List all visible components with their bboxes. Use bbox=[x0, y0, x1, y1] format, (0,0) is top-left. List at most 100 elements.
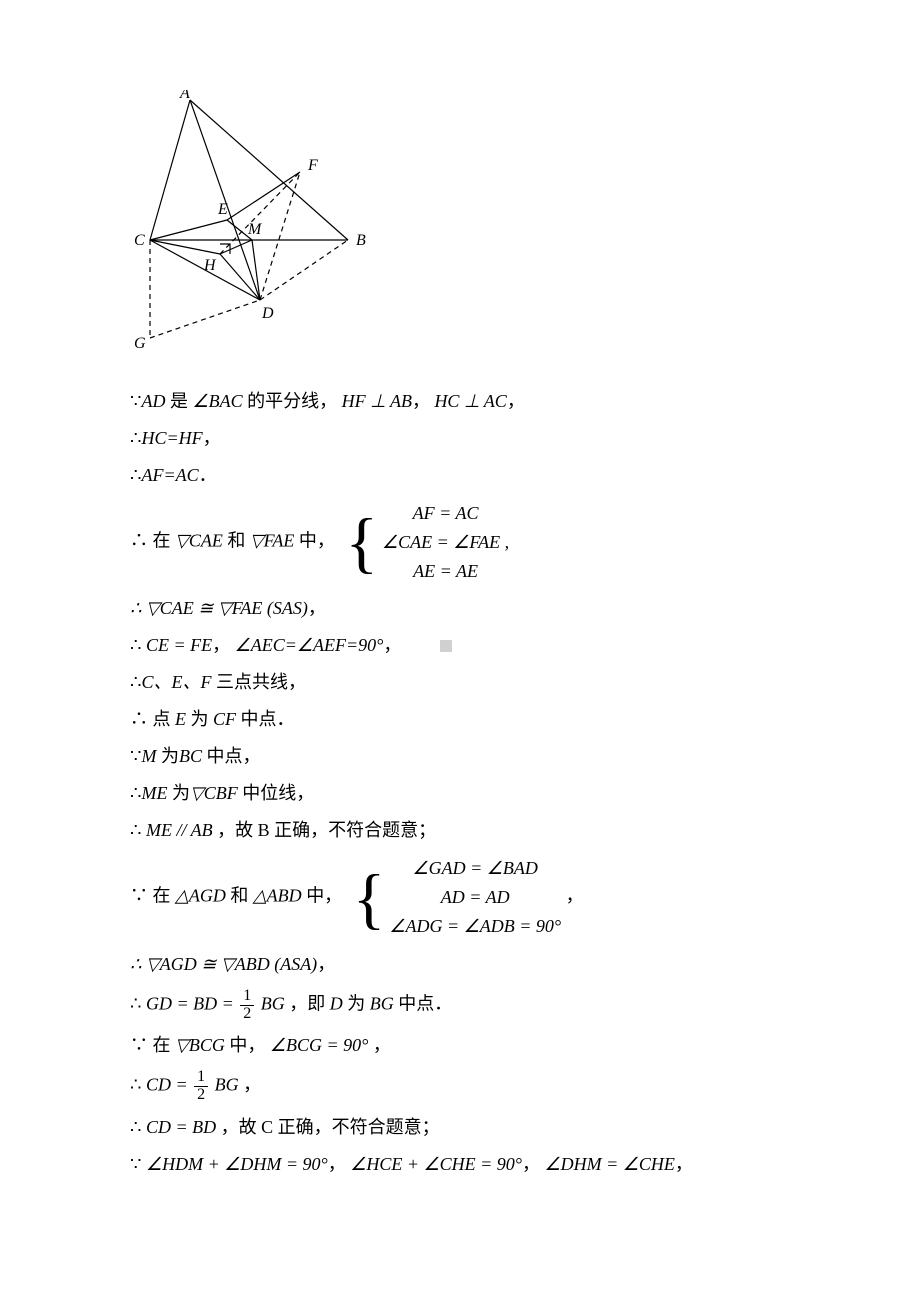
txt: ，即 bbox=[289, 993, 325, 1013]
expr: ∠BAC bbox=[192, 391, 242, 411]
txt: ，故 B 正确，不符合题意； bbox=[217, 820, 436, 840]
proof-line-1: ∵AD 是 ∠BAC 的平分线， HF ⊥ AB， HC ⊥ AC， bbox=[130, 388, 920, 415]
expr: HC ⊥ AC bbox=[434, 391, 506, 411]
expr: D bbox=[330, 993, 343, 1013]
expr: GD = BD = bbox=[146, 993, 234, 1013]
expr: ▽CBF bbox=[190, 783, 238, 803]
svg-text:B: B bbox=[356, 232, 366, 249]
sym: ∵ bbox=[130, 1154, 141, 1174]
expr: ∠BCG = 90° bbox=[270, 1035, 368, 1055]
row: ∠GAD = ∠BAD bbox=[389, 854, 561, 883]
fraction: 1 2 bbox=[240, 988, 254, 1023]
expr: ∠HDM + ∠DHM = 90° bbox=[146, 1154, 328, 1174]
expr: CD = BD bbox=[146, 1117, 216, 1137]
svg-text:G: G bbox=[134, 335, 146, 352]
proof-line-16: ∴ CD = 1 2 BG ， bbox=[130, 1069, 920, 1104]
proof-line-6: ∴ CE = FE， ∠AEC=∠AEF=90°， bbox=[130, 632, 920, 659]
brace-rows: ∠GAD = ∠BAD AD = AD ∠ADG = ∠ADB = 90° bbox=[389, 854, 561, 940]
svg-text:D: D bbox=[261, 305, 274, 322]
proof-line-13: ∴ ▽AGD ≅ ▽ABD (ASA)， bbox=[130, 951, 920, 978]
brace-rows: AF = AC ∠CAE = ∠FAE , AE = AE bbox=[382, 499, 509, 585]
txt: 三点共线， bbox=[216, 672, 306, 692]
row: ∠ADG = ∠ADB = 90° bbox=[389, 912, 561, 941]
txt: 中， bbox=[229, 1035, 265, 1055]
p: ， bbox=[507, 391, 525, 411]
proof-line-4: ∴ 在 ▽CAE 和 ▽FAE 中， { AF = AC ∠CAE = ∠FAE… bbox=[130, 499, 920, 585]
proof-line-8: ∴ 点 E 为 CF 中点． bbox=[130, 706, 920, 733]
proof-line-15: ∵ 在 ▽BCG 中， ∠BCG = 90° ， bbox=[130, 1032, 920, 1059]
sym: ∴ bbox=[130, 465, 141, 485]
denominator: 2 bbox=[194, 1086, 208, 1104]
txt: 和 bbox=[230, 886, 248, 906]
row: AE = AE bbox=[382, 557, 509, 586]
txt: 的平分线， bbox=[247, 391, 337, 411]
txt: 为 bbox=[172, 783, 190, 803]
p: ， bbox=[373, 1035, 391, 1055]
txt: 和 bbox=[227, 530, 245, 550]
sym: ∴ bbox=[130, 993, 141, 1013]
brace-group-1: { AF = AC ∠CAE = ∠FAE , AE = AE bbox=[345, 499, 509, 585]
expr: BG bbox=[261, 993, 285, 1013]
expr: M bbox=[141, 746, 156, 766]
svg-text:F: F bbox=[307, 157, 318, 174]
txt: 为 bbox=[161, 746, 179, 766]
expr: CF bbox=[213, 709, 236, 729]
left-brace-icon: { bbox=[345, 508, 378, 576]
expr: ME // AB bbox=[146, 820, 213, 840]
p: ， bbox=[412, 391, 430, 411]
expr: CE = FE bbox=[146, 635, 212, 655]
proof-line-12: ∵ 在 △AGD 和 △ABD 中， { ∠GAD = ∠BAD AD = AD… bbox=[130, 854, 920, 940]
txt: 为 bbox=[347, 993, 365, 1013]
txt: ，故 C 正确，不符合题意； bbox=[221, 1117, 440, 1137]
expr: AD bbox=[141, 391, 165, 411]
sym: ∴ bbox=[130, 635, 141, 655]
txt: ∵ 在 bbox=[130, 1035, 171, 1055]
txt: ∴ 在 bbox=[130, 530, 171, 550]
diagram-svg: ABCDEFGHM bbox=[130, 90, 370, 360]
row: AF = AC bbox=[382, 499, 509, 528]
numerator: 1 bbox=[240, 988, 254, 1005]
p: ， bbox=[203, 428, 221, 448]
p: ， bbox=[675, 1154, 693, 1174]
left-brace-icon: { bbox=[353, 864, 386, 932]
svg-text:A: A bbox=[179, 90, 190, 102]
proof-line-7: ∴C、E、F 三点共线， bbox=[130, 669, 920, 696]
p: ， bbox=[317, 954, 335, 974]
proof-line-10: ∴ME 为▽CBF 中位线， bbox=[130, 780, 920, 807]
proof-line-5: ∴ ▽CAE ≅ ▽FAE (SAS)， bbox=[130, 595, 920, 622]
sym: ∴ bbox=[130, 1117, 141, 1137]
txt: 中点． bbox=[241, 709, 295, 729]
proof-line-17: ∴ CD = BD ，故 C 正确，不符合题意； bbox=[130, 1114, 920, 1141]
denominator: 2 bbox=[240, 1005, 254, 1023]
txt: 中， bbox=[299, 530, 335, 550]
sym: ∴ bbox=[130, 820, 141, 840]
txt: 为 bbox=[191, 709, 209, 729]
expr: C、E、F bbox=[141, 672, 211, 692]
sym: ∴ bbox=[130, 672, 141, 692]
txt: 中， bbox=[306, 886, 342, 906]
sym: ∴ bbox=[130, 783, 141, 803]
expr: ∠AEC=∠AEF=90° bbox=[235, 635, 384, 655]
proof-line-3: ∴AF=AC． bbox=[130, 462, 920, 489]
expr: HC=HF bbox=[141, 428, 202, 448]
proof-line-11: ∴ ME // AB ，故 B 正确，不符合题意； bbox=[130, 817, 920, 844]
expr: ▽BCG bbox=[175, 1035, 225, 1055]
txt: 中点． bbox=[398, 993, 452, 1013]
expr: △ABD bbox=[253, 886, 302, 906]
proof-line-9: ∵M 为BC 中点， bbox=[130, 743, 920, 770]
proof-line-18: ∵ ∠HDM + ∠DHM = 90°， ∠HCE + ∠CHE = 90°， … bbox=[130, 1151, 920, 1178]
svg-text:E: E bbox=[217, 201, 228, 218]
p: ， bbox=[308, 598, 326, 618]
p: ， bbox=[566, 886, 584, 906]
sym: ∴ bbox=[130, 1075, 141, 1095]
svg-text:M: M bbox=[247, 221, 263, 238]
expr: BG bbox=[215, 1075, 239, 1095]
proof-line-14: ∴ GD = BD = 1 2 BG ，即 D 为 BG 中点． bbox=[130, 988, 920, 1023]
expr: ▽FAE bbox=[250, 530, 295, 550]
page-mark-icon bbox=[440, 640, 452, 652]
txt: 中位线， bbox=[242, 783, 314, 803]
p: ， bbox=[243, 1075, 261, 1095]
expr: CD = bbox=[146, 1075, 188, 1095]
txt: 中点， bbox=[206, 746, 260, 766]
expr: ∠HCE + ∠CHE = 90° bbox=[350, 1154, 522, 1174]
